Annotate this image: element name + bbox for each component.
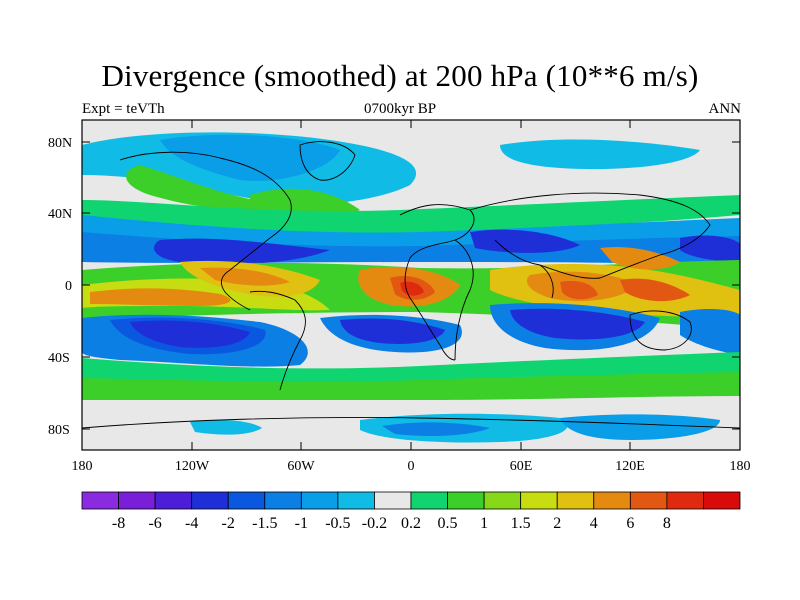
lon-ticks <box>81 120 631 450</box>
lon-label-60e: 60E <box>510 459 533 474</box>
colorbar-swatch <box>81 491 119 510</box>
time-label: 0700kyr BP <box>363 101 437 117</box>
colorbar-swatch <box>264 491 302 510</box>
colorbar: -8 -6 -4 -2 -1.5 -1 -0.5 -0.2 0.2 0.5 1 1.5 2 4 6 8 <box>81 491 741 532</box>
colorbar-label: 2 <box>553 515 561 532</box>
contour-field <box>82 120 740 450</box>
colorbar-swatch <box>154 491 193 510</box>
colorbar-label: 6 <box>626 515 634 532</box>
lon-label-60w: 60W <box>287 459 315 474</box>
lon-label-120e: 120E <box>615 459 645 474</box>
colorbar-label: 8 <box>663 515 671 532</box>
colorbar-swatch <box>447 491 485 510</box>
colorbar-swatch <box>520 491 558 510</box>
colorbar-label: 1.5 <box>511 515 531 532</box>
colorbar-label: -1 <box>295 515 308 532</box>
colorbar-swatch <box>118 491 156 510</box>
colorbar-label: -8 <box>112 515 125 532</box>
colorbar-label: 1 <box>480 515 488 532</box>
colorbar-label: 0.2 <box>401 515 421 532</box>
lon-label-180e: 180 <box>730 459 751 474</box>
colorbar-swatch <box>556 491 595 510</box>
colorbar-swatch <box>227 491 266 510</box>
colorbar-label: -1.5 <box>252 515 277 532</box>
plot-title: Divergence (smoothed) at 200 hPa (10**6 … <box>101 58 699 93</box>
coastlines <box>82 141 740 429</box>
colorbar-swatch <box>593 491 631 510</box>
colorbar-swatch <box>629 491 668 510</box>
experiment-label: Expt = teVTh <box>82 101 165 117</box>
colorbar-label: -6 <box>148 515 161 532</box>
lat-label-80s: 80S <box>48 423 70 438</box>
colorbar-swatch <box>337 491 375 510</box>
colorbar-swatch <box>666 491 704 510</box>
colorbar-swatch <box>191 491 229 510</box>
colorbar-label: -0.5 <box>325 515 350 532</box>
colorbar-swatch <box>483 491 522 510</box>
lat-label-40s: 40S <box>48 351 70 366</box>
lon-label-120w: 120W <box>175 459 210 474</box>
colorbar-label: -2 <box>222 515 235 532</box>
season-label: ANN <box>708 101 742 117</box>
lat-label-0: 0 <box>65 279 72 294</box>
lat-label-80n: 80N <box>48 136 72 151</box>
lon-label-0: 0 <box>408 459 415 474</box>
colorbar-label: -4 <box>185 515 198 532</box>
lon-label-180w: 180 <box>72 459 93 474</box>
colorbar-label: 0.5 <box>438 515 458 532</box>
lat-label-40n: 40N <box>48 207 72 222</box>
colorbar-swatch <box>703 491 741 510</box>
colorbar-label: 4 <box>590 515 598 532</box>
colorbar-label: -0.2 <box>362 515 387 532</box>
colorbar-swatch <box>410 491 448 510</box>
lat-ticks <box>82 141 740 430</box>
colorbar-swatch <box>374 491 412 510</box>
colorbar-swatch <box>300 491 339 510</box>
